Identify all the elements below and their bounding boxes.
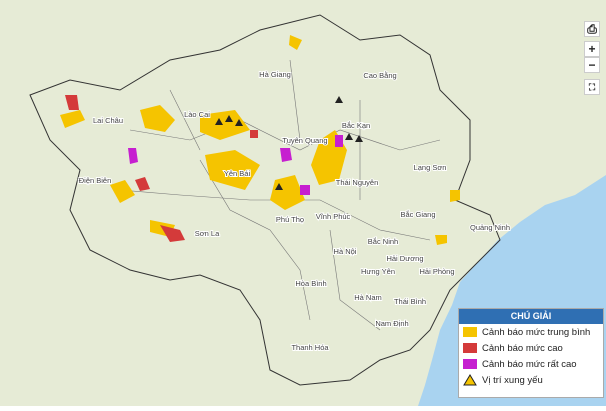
place-label: Hòa Bình (295, 279, 326, 288)
place-label: Thái Bình (394, 297, 426, 306)
legend-label: Cảnh báo mức rất cao (482, 358, 577, 370)
place-label: Nam Định (375, 319, 408, 328)
place-label: Hà Nội (334, 247, 357, 256)
place-label: Bắc Giang (400, 210, 435, 219)
zoom-in[interactable]: + (584, 41, 600, 57)
legend-label: Vị trí xung yếu (482, 374, 543, 386)
place-label: Lào Cai (184, 110, 210, 119)
legend-item: Cảnh báo mức cao (459, 340, 603, 356)
zoom-out[interactable]: − (584, 57, 600, 73)
place-label: Tuyên Quang (282, 136, 327, 145)
place-label: Hà Giang (259, 70, 291, 79)
legend-item: Cảnh báo mức rất cao (459, 356, 603, 372)
legend-label: Cảnh báo mức cao (482, 342, 563, 354)
warning-very-high (128, 135, 343, 195)
place-label: Lai Châu (93, 116, 123, 125)
legend-item: Cảnh báo mức trung bình (459, 324, 603, 340)
province-borders (119, 59, 441, 331)
place-label: Sơn La (195, 229, 220, 238)
place-label: Hải Phòng (419, 267, 454, 276)
place-label: Phú Thọ (276, 215, 304, 224)
legend-title: CHÚ GIẢI (459, 309, 603, 324)
legend: CHÚ GIẢI Cảnh báo mức trung bình Cảnh bá… (458, 308, 604, 398)
place-label: Thái Nguyên (336, 178, 379, 187)
place-label: Yên Bái (224, 169, 251, 178)
place-label: Hưng Yên (361, 267, 395, 276)
warning-high (65, 95, 258, 242)
legend-label: Cảnh báo mức trung bình (482, 326, 591, 338)
place-label: Bắc Ninh (368, 237, 398, 246)
legend-item: Vị trí xung yếu (459, 372, 603, 388)
place-label: Quảng Ninh (470, 223, 510, 232)
place-label: Hải Dương (386, 254, 423, 263)
region-border (29, 14, 501, 386)
place-label: Thanh Hóa (291, 343, 329, 352)
fullscreen-button[interactable]: ⛶ (584, 79, 600, 95)
place-label: Vĩnh Phúc (316, 212, 351, 221)
place-label: Hà Nam (354, 293, 382, 302)
place-label: Bắc Kạn (342, 121, 370, 130)
place-label: Điện Biên (79, 176, 112, 185)
print-button[interactable]: ⎙ (584, 21, 600, 37)
place-label: Cao Bằng (363, 71, 396, 80)
place-label: Lạng Sơn (414, 163, 447, 172)
legend-icon (463, 374, 477, 386)
critical-points (215, 96, 363, 190)
